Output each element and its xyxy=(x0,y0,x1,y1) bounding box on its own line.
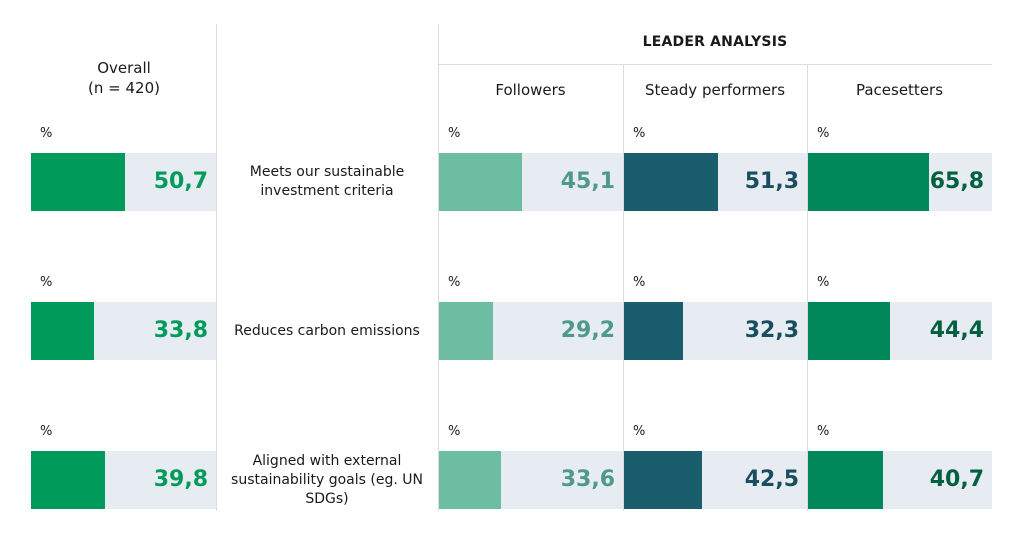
row-label-investment-criteria: Meets our sustainable investment criteri… xyxy=(249,164,405,199)
bar-overall-2 xyxy=(31,302,94,360)
value-label-pacesetters-2: 44,4 xyxy=(929,318,984,343)
divider-followers xyxy=(623,64,624,511)
percent-marker-steady-performers-2: % xyxy=(633,275,646,290)
row-label-carbon-emissions: Reduces carbon emissions xyxy=(234,322,420,339)
bar-pacesetters-1 xyxy=(808,153,929,211)
value-label-overall-1: 50,7 xyxy=(153,169,208,194)
percent-marker-followers-1: % xyxy=(448,126,461,141)
value-label-overall-2: 33,8 xyxy=(153,318,208,343)
percent-marker-pacesetters-2: % xyxy=(817,275,830,290)
bar-followers-3 xyxy=(439,451,501,509)
bar-track-pacesetters-1: 65,8 xyxy=(808,153,992,211)
value-label-followers-3: 33,6 xyxy=(560,467,615,492)
bar-track-followers-1: 45,1 xyxy=(439,153,623,211)
bar-overall-3 xyxy=(31,451,105,509)
row-label-external-goals: Aligned with external sustainability goa… xyxy=(231,452,423,507)
percent-marker-pacesetters-3: % xyxy=(817,424,830,439)
bar-track-overall-2: 33,8 xyxy=(31,302,216,360)
bar-track-steady-performers-2: 32,3 xyxy=(624,302,807,360)
percent-marker-steady-performers-3: % xyxy=(633,424,646,439)
overall-sample-size: (n = 420) xyxy=(88,79,160,97)
bar-steady-performers-1 xyxy=(624,153,718,211)
value-label-steady-performers-3: 42,5 xyxy=(744,467,799,492)
leader-analysis-rule xyxy=(438,64,992,65)
value-label-followers-2: 29,2 xyxy=(560,318,615,343)
bar-pacesetters-2 xyxy=(808,302,890,360)
percent-marker-steady-performers-1: % xyxy=(633,126,646,141)
group-header-followers: Followers xyxy=(495,81,566,99)
bar-track-pacesetters-2: 44,4 xyxy=(808,302,992,360)
divider-overall xyxy=(216,24,217,511)
bar-track-steady-performers-3: 42,5 xyxy=(624,451,807,509)
percent-marker-overall-3: % xyxy=(40,424,53,439)
percent-marker-followers-2: % xyxy=(448,275,461,290)
group-header-pacesetters: Pacesetters xyxy=(855,81,944,99)
value-label-pacesetters-3: 40,7 xyxy=(929,467,984,492)
group-header-steady-performers: Steady performers xyxy=(644,81,786,99)
bar-track-steady-performers-1: 51,3 xyxy=(624,153,807,211)
bar-track-followers-2: 29,2 xyxy=(439,302,623,360)
value-label-pacesetters-1: 65,8 xyxy=(929,169,984,194)
overall-header: Overall (n = 420) xyxy=(32,58,216,98)
value-label-steady-performers-2: 32,3 xyxy=(744,318,799,343)
bar-followers-1 xyxy=(439,153,522,211)
bar-steady-performers-2 xyxy=(624,302,683,360)
value-label-steady-performers-1: 51,3 xyxy=(744,169,799,194)
percent-marker-overall-2: % xyxy=(40,275,53,290)
percent-marker-followers-3: % xyxy=(448,424,461,439)
bar-overall-1 xyxy=(31,153,125,211)
bar-track-followers-3: 33,6 xyxy=(439,451,623,509)
value-label-overall-3: 39,8 xyxy=(153,467,208,492)
bar-steady-performers-3 xyxy=(624,451,702,509)
bar-pacesetters-3 xyxy=(808,451,883,509)
percent-marker-pacesetters-1: % xyxy=(817,126,830,141)
bar-followers-2 xyxy=(439,302,493,360)
bar-track-overall-1: 50,7 xyxy=(31,153,216,211)
divider-steady xyxy=(807,64,808,511)
percent-marker-overall-1: % xyxy=(40,126,53,141)
divider-labels xyxy=(438,24,439,511)
value-label-followers-1: 45,1 xyxy=(560,169,615,194)
bar-track-overall-3: 39,8 xyxy=(31,451,216,509)
chart-title: LEADER ANALYSIS xyxy=(642,34,788,50)
overall-label: Overall xyxy=(97,59,151,77)
bar-track-pacesetters-3: 40,7 xyxy=(808,451,992,509)
